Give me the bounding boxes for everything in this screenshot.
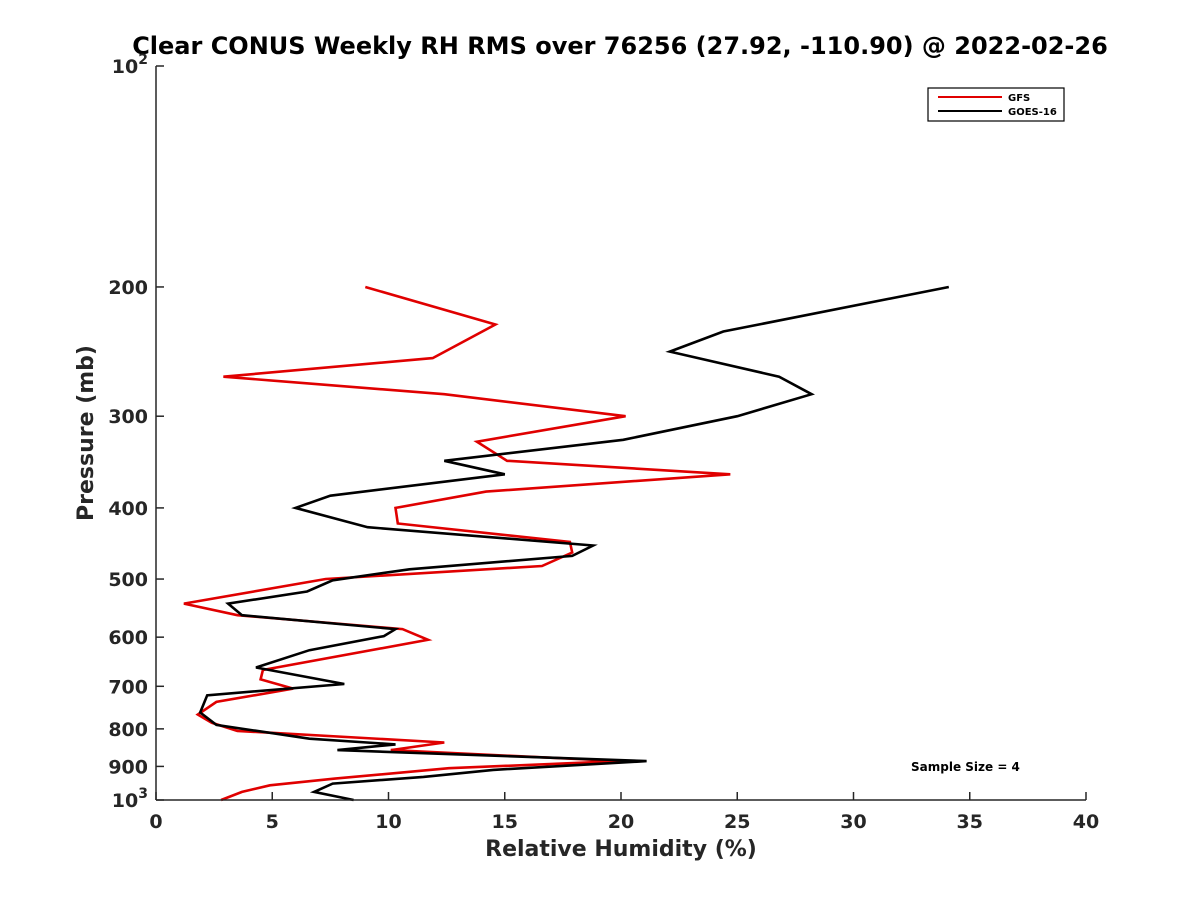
x-tick-label: 10 bbox=[375, 811, 401, 833]
y-axis-ticks: 102 200 300 400 500 600 700 800 900 103 bbox=[108, 52, 164, 812]
legend-label-goes16: GOES-16 bbox=[1008, 107, 1057, 118]
y-tick-label: 300 bbox=[108, 406, 148, 428]
x-tick-label: 5 bbox=[266, 811, 279, 833]
x-axis-label: Relative Humidity (%) bbox=[485, 837, 757, 862]
sample-size-annotation: Sample Size = 4 bbox=[911, 760, 1020, 774]
y-tick-label: 102 bbox=[112, 52, 148, 78]
y-tick-label: 600 bbox=[108, 627, 148, 649]
x-tick-label: 35 bbox=[957, 811, 983, 833]
y-tick-label: 103 bbox=[112, 786, 148, 812]
series-layer bbox=[183, 285, 950, 802]
y-tick-label: 900 bbox=[108, 756, 148, 778]
y-tick-label: 200 bbox=[108, 277, 148, 299]
y-tick-label: 800 bbox=[108, 719, 148, 741]
x-tick-label: 30 bbox=[840, 811, 866, 833]
y-axis-label: Pressure (mb) bbox=[74, 345, 99, 521]
x-axis-ticks: 0 5 10 15 20 25 30 35 40 bbox=[149, 792, 1099, 833]
y-tick-label: 400 bbox=[108, 498, 148, 520]
y-tick-label: 500 bbox=[108, 569, 148, 591]
chart-title: Clear CONUS Weekly RH RMS over 76256 (27… bbox=[132, 32, 1108, 60]
x-tick-label: 40 bbox=[1073, 811, 1099, 833]
y-tick-label: 700 bbox=[108, 676, 148, 698]
legend-label-gfs: GFS bbox=[1008, 93, 1030, 104]
x-tick-label: 25 bbox=[724, 811, 750, 833]
series-line-goes16 bbox=[198, 285, 950, 802]
x-tick-label: 15 bbox=[492, 811, 518, 833]
x-tick-label: 0 bbox=[149, 811, 162, 833]
x-tick-label: 20 bbox=[608, 811, 634, 833]
legend: GFS GOES-16 bbox=[927, 87, 1065, 122]
legend-box bbox=[927, 87, 1065, 122]
